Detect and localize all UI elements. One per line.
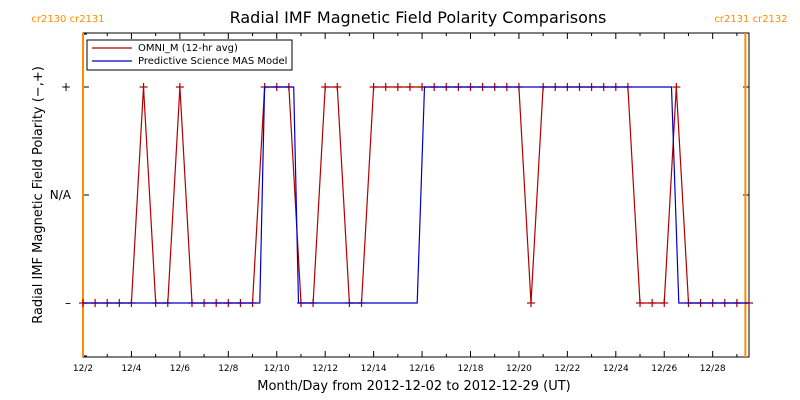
series-layer	[79, 83, 753, 307]
y-tick-label: +	[61, 80, 71, 94]
y-tick-label: N/A	[50, 188, 72, 202]
x-tick-label: 12/24	[603, 364, 629, 374]
y-tick-label: –	[65, 296, 71, 310]
legend: OMNI_M (12-hr avg) Predictive Science MA…	[86, 39, 293, 71]
data-point	[393, 83, 402, 91]
y-axis-label: Radial IMF Magnetic Field Polarity (−,+)	[31, 66, 46, 324]
series-line-0	[83, 86, 749, 304]
carrington-label: cr2131 cr2132	[714, 14, 787, 25]
x-tick-label: 12/18	[458, 364, 484, 374]
x-tick-label: 12/22	[554, 364, 580, 374]
plot-frame	[82, 32, 750, 358]
chart-title: Radial IMF Magnetic Field Polarity Compa…	[230, 8, 607, 27]
x-tick-label: 12/16	[409, 364, 435, 374]
legend-label-omni: OMNI_M (12-hr avg)	[138, 43, 238, 54]
data-point	[527, 299, 536, 307]
x-tick-label: 12/12	[312, 364, 338, 374]
x-tick-label: 12/20	[506, 364, 532, 374]
data-point	[175, 83, 184, 91]
x-ticks: 12/2 12/4 12/6 12/8 12/10 12/12 12/14 12/16 12/1…	[73, 33, 738, 374]
x-tick-label: 12/2	[73, 364, 93, 374]
x-tick-label: 12/10	[264, 364, 290, 374]
x-tick-label: 12/26	[651, 364, 677, 374]
data-point	[672, 83, 681, 91]
data-point	[139, 83, 148, 91]
series-line-1	[83, 86, 749, 304]
data-point	[381, 83, 390, 91]
x-axis-label: Month/Day from 2012-12-02 to 2012-12-29 …	[257, 379, 570, 394]
y-ticks: + N/A –	[50, 33, 749, 357]
x-tick-label: 12/6	[170, 364, 190, 374]
data-point	[333, 83, 342, 91]
x-tick-label: 12/4	[121, 364, 141, 374]
carrington-label: cr2130 cr2131	[31, 14, 104, 25]
x-tick-label: 12/28	[700, 364, 726, 374]
legend-label-mas: Predictive Science MAS Model	[138, 56, 287, 67]
data-point	[405, 83, 414, 91]
data-point	[660, 299, 669, 307]
x-tick-label: 12/8	[218, 364, 238, 374]
legend-box	[86, 39, 293, 71]
data-point	[648, 299, 657, 307]
data-point	[636, 299, 645, 307]
data-point	[369, 83, 378, 91]
data-point	[321, 83, 330, 91]
x-tick-label: 12/14	[361, 364, 387, 374]
